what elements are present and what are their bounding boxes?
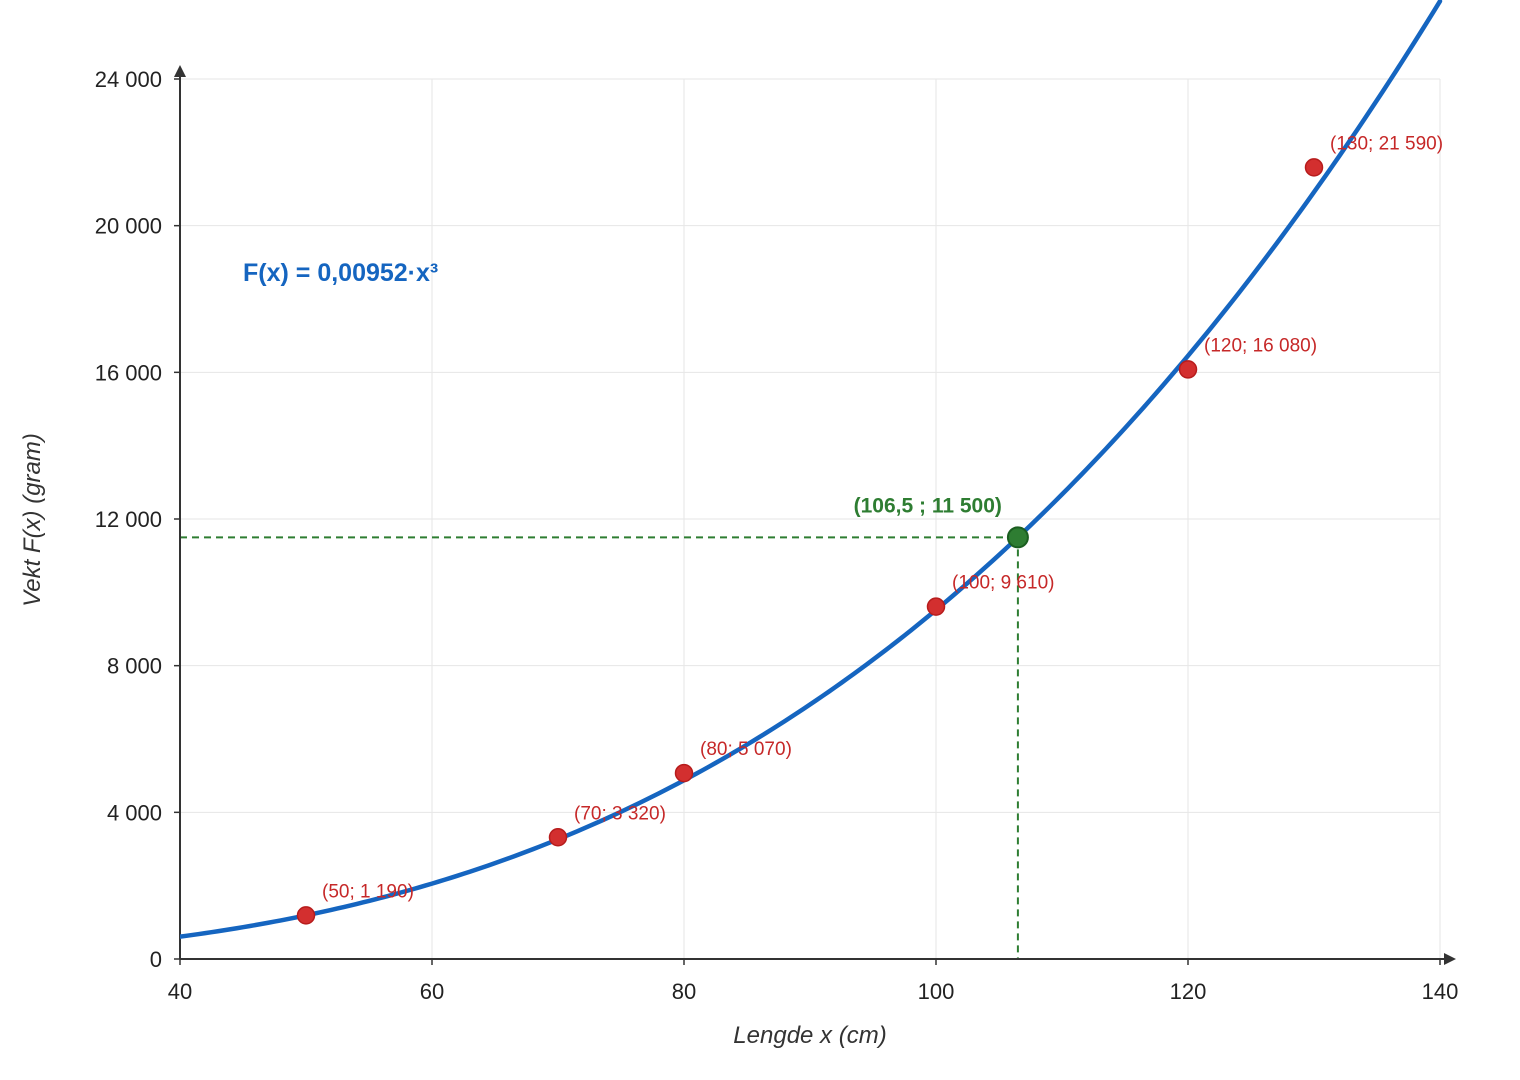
x-tick-label: 120	[1170, 979, 1207, 1004]
y-tick-label: 12 000	[95, 507, 162, 532]
y-tick-label: 20 000	[95, 214, 162, 239]
data-point	[548, 828, 568, 847]
data-point	[674, 763, 694, 783]
data-point	[296, 906, 316, 925]
y-tick-label: 0	[150, 947, 162, 972]
highlight-point	[1006, 526, 1029, 549]
point-labels: (50; 1 190) (70; 3 320) (80; 5 070) (100; 9…	[322, 133, 1443, 902]
x-tick-label: 40	[168, 979, 192, 1004]
data-point-label: (130; 21 590)	[1330, 133, 1443, 154]
y-axis-title: Vekt F(x) (gram)	[19, 433, 46, 607]
model-curve	[180, 0, 1443, 939]
x-tick-label: 100	[918, 979, 955, 1004]
model-formula-label: F(x) = 0,00952·x³	[243, 259, 438, 287]
data-point-label: (100; 9 610)	[952, 573, 1054, 594]
data-point	[1178, 360, 1198, 379]
x-tick-label: 60	[420, 979, 444, 1004]
model-curve-layer	[180, 0, 1443, 939]
highlight-guides	[180, 536, 1019, 959]
data-point	[926, 597, 946, 616]
y-tick-label: 16 000	[95, 360, 162, 385]
y-tick-label: 8 000	[107, 654, 162, 679]
x-tick-label: 80	[672, 979, 696, 1004]
data-points	[296, 158, 1324, 925]
y-tick-label: 24 000	[95, 67, 162, 92]
highlight-point-label: (106,5 ; 11 500)	[854, 494, 1002, 517]
data-point-label: (50; 1 190)	[322, 881, 414, 902]
data-point-label: (70; 3 320)	[574, 803, 666, 824]
x-tick-label: 140	[1422, 979, 1459, 1004]
data-point-label: (120; 16 080)	[1204, 335, 1317, 356]
x-axis-arrow	[1444, 953, 1456, 965]
x-axis-title: Lengde x (cm)	[733, 1022, 886, 1049]
data-point	[1304, 158, 1324, 177]
axes: 40 60 80 100 120 140 0 4 000 8 000 12 000 16 000 20…	[95, 65, 1459, 1004]
y-axis-arrow	[174, 65, 186, 77]
grid	[179, 78, 1441, 960]
y-tick-label: 4 000	[107, 800, 162, 825]
data-point-label: (80; 5 070)	[700, 739, 792, 760]
